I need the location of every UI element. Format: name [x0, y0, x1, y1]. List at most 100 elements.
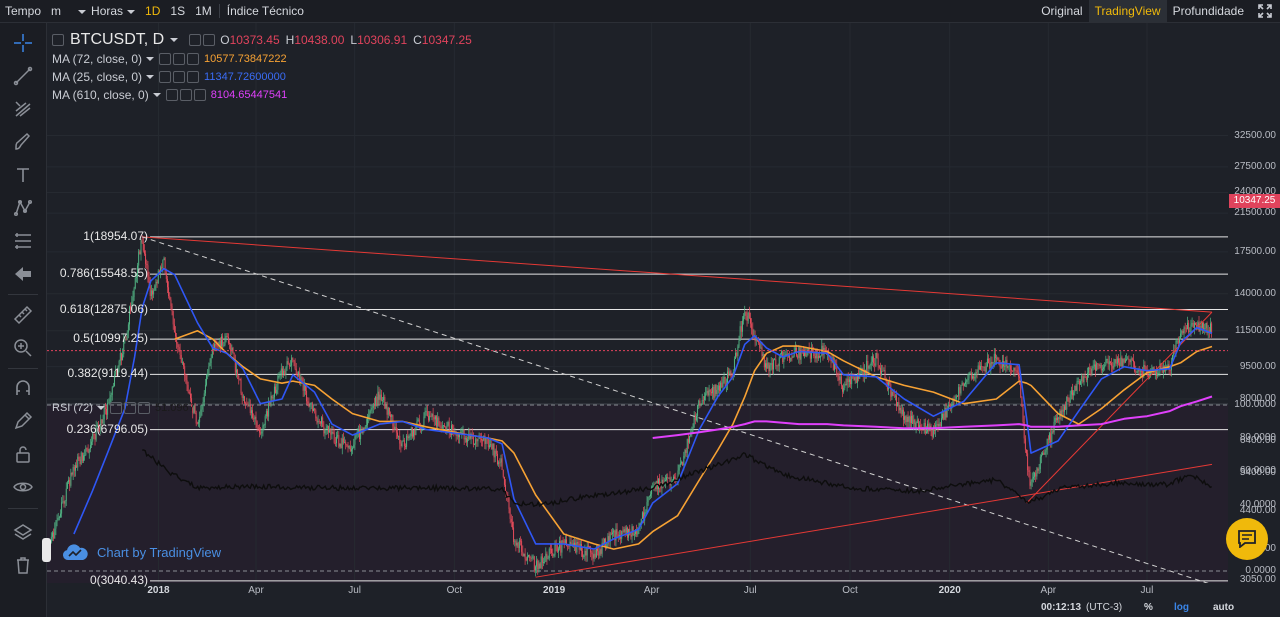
- candle-body: [210, 357, 212, 364]
- candle-body: [1077, 381, 1079, 382]
- chevron-down-icon[interactable]: [146, 75, 155, 79]
- candle-body: [544, 561, 546, 563]
- candle-body: [1062, 409, 1064, 412]
- tradingview-watermark[interactable]: Chart by TradingView: [62, 543, 221, 561]
- interval-1m-button[interactable]: 1M: [195, 4, 212, 18]
- chat-button[interactable]: [1226, 518, 1268, 560]
- chevron-down-icon[interactable]: [96, 406, 105, 410]
- visibility-icon[interactable]: [173, 53, 186, 65]
- candle-body: [1124, 359, 1126, 363]
- candle-body: [1089, 367, 1091, 370]
- rsi-label[interactable]: RSI (72): [52, 402, 93, 414]
- visibility-icon[interactable]: [203, 34, 216, 46]
- candle-body: [441, 425, 443, 429]
- collapse-icon[interactable]: [52, 34, 64, 46]
- symbol-title[interactable]: BTCUSDT, D: [70, 31, 165, 48]
- visibility-icon[interactable]: [123, 402, 136, 414]
- candle-body: [900, 407, 902, 414]
- candle-body: [819, 356, 820, 358]
- chevron-down-icon[interactable]: [170, 38, 179, 42]
- pattern-icon[interactable]: [11, 196, 35, 220]
- brush-icon[interactable]: [11, 130, 35, 154]
- candle-body: [178, 346, 180, 350]
- lock-icon[interactable]: [11, 442, 35, 466]
- candle-body: [126, 332, 128, 340]
- trendline: [535, 463, 1213, 578]
- study-label[interactable]: MA (25, close, 0): [52, 70, 143, 84]
- candle-body: [1131, 358, 1133, 360]
- interval-1d-button[interactable]: 1D: [145, 4, 161, 18]
- candle-body: [587, 545, 589, 547]
- close-icon[interactable]: [193, 89, 206, 101]
- trash-icon[interactable]: [11, 553, 35, 577]
- candle-body: [716, 389, 718, 394]
- auto-toggle[interactable]: auto: [1213, 602, 1235, 613]
- log-toggle[interactable]: log: [1174, 602, 1189, 613]
- candle-body: [384, 396, 386, 409]
- candle-body: [240, 379, 242, 394]
- candle-body: [1092, 366, 1094, 369]
- settings-icon[interactable]: [109, 402, 122, 414]
- percent-toggle[interactable]: %: [1144, 602, 1153, 613]
- interval-select[interactable]: m: [46, 0, 87, 22]
- ruler-icon[interactable]: [11, 303, 35, 327]
- timezone[interactable]: (UTC-3): [1086, 602, 1123, 613]
- view-original-tab[interactable]: Original: [1041, 4, 1083, 18]
- candle-body: [609, 533, 611, 543]
- candle-body: [1202, 322, 1203, 328]
- settings-icon[interactable]: [189, 34, 202, 46]
- candle-body: [411, 427, 413, 437]
- interval-1s-button[interactable]: 1S: [170, 4, 186, 18]
- lock-pencil-icon[interactable]: [11, 409, 35, 433]
- candle-body: [709, 389, 711, 392]
- text-icon[interactable]: [11, 163, 35, 187]
- chevron-down-icon[interactable]: [146, 57, 155, 61]
- view-depth-tab[interactable]: Profundidade: [1172, 4, 1244, 18]
- candle-body: [72, 467, 74, 475]
- study-label[interactable]: MA (610, close, 0): [52, 88, 149, 102]
- trendline: [142, 236, 1213, 313]
- candle-body: [768, 362, 770, 372]
- candle-body: [296, 375, 298, 377]
- settings-icon[interactable]: [165, 89, 178, 101]
- price-chart[interactable]: [47, 23, 1228, 583]
- candle-body: [1081, 375, 1083, 382]
- pane-resize-handle[interactable]: [42, 538, 51, 562]
- fib-retracement-icon[interactable]: [11, 229, 35, 253]
- hours-select[interactable]: Horas: [86, 0, 140, 22]
- candle-body: [1013, 368, 1015, 372]
- trendline-icon[interactable]: [11, 64, 35, 88]
- time-axis[interactable]: 2018 Apr Jul Oct 2019 Apr Jul Oct 2020 A…: [47, 583, 1228, 600]
- candle-body: [682, 462, 684, 466]
- settings-icon[interactable]: [159, 53, 172, 65]
- visibility-icon[interactable]: [179, 89, 192, 101]
- fullscreen-icon[interactable]: [1250, 0, 1280, 22]
- study-label[interactable]: MA (72, close, 0): [52, 52, 143, 66]
- close-icon[interactable]: [187, 53, 200, 65]
- pitchfork-icon[interactable]: [11, 97, 35, 121]
- candle-body: [1051, 431, 1053, 443]
- close-icon[interactable]: [187, 71, 200, 83]
- view-tradingview-tab[interactable]: TradingView: [1088, 0, 1167, 22]
- candle-body: [645, 512, 647, 513]
- candle-body: [608, 536, 610, 543]
- trendlines: [142, 236, 1213, 583]
- candle-body: [1073, 392, 1075, 396]
- zoom-in-icon[interactable]: [11, 336, 35, 360]
- candle-body: [339, 443, 341, 447]
- eye-icon[interactable]: [11, 475, 35, 499]
- close-icon[interactable]: [137, 402, 150, 414]
- candle-body: [678, 464, 680, 471]
- visibility-icon[interactable]: [173, 71, 186, 83]
- magnet-icon[interactable]: [11, 376, 35, 400]
- indicators-button[interactable]: Índice Técnico: [226, 4, 304, 18]
- candle-body: [377, 391, 379, 406]
- chevron-down-icon[interactable]: [152, 93, 161, 97]
- layers-icon[interactable]: [11, 520, 35, 544]
- crosshair-icon[interactable]: [11, 31, 35, 55]
- candle-body: [1191, 322, 1193, 325]
- settings-icon[interactable]: [159, 71, 172, 83]
- candle-body: [446, 425, 448, 432]
- back-arrow-icon[interactable]: [11, 262, 35, 286]
- candle-body: [556, 545, 558, 552]
